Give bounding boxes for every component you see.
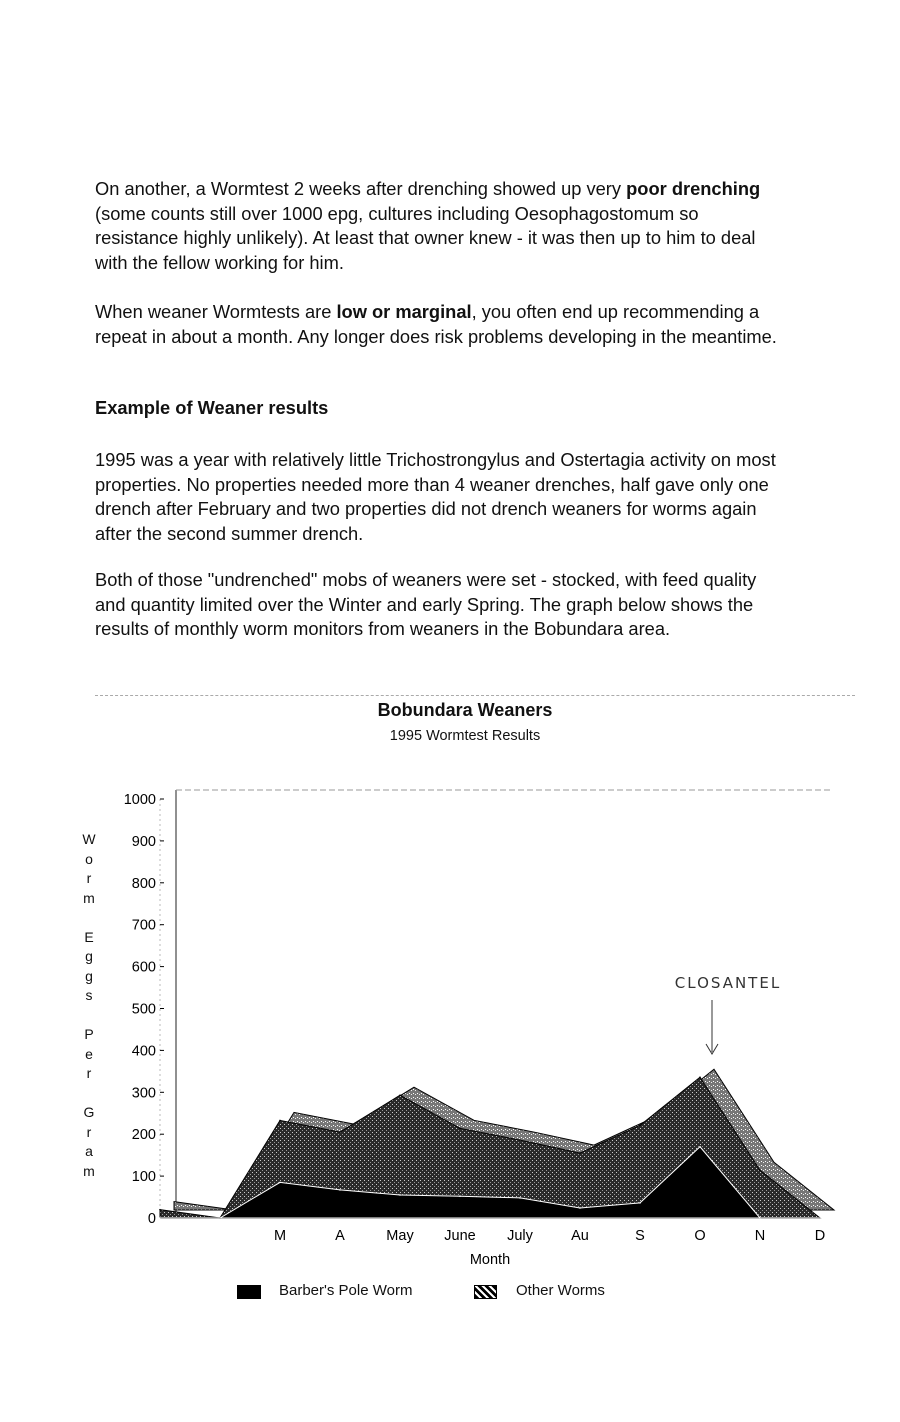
y-tick-label: 100: [132, 1169, 156, 1185]
x-tick-label: July: [507, 1228, 534, 1244]
x-tick-label: O: [694, 1228, 705, 1244]
text-span: , you often end up recommending a repeat…: [95, 301, 777, 347]
x-tick-label: S: [635, 1228, 645, 1244]
annotation-closantel: CLOSANTEL: [675, 974, 781, 992]
bold-text: poor drenching: [626, 178, 761, 199]
legend-swatch-other-worms: [474, 1285, 497, 1299]
y-tick-label: 300: [132, 1085, 156, 1101]
paragraph: Both of those "undrenched" mobs of weane…: [95, 568, 785, 642]
x-tick-label: A: [335, 1228, 345, 1244]
other-worms-point: [459, 1127, 461, 1130]
y-tick-label: 200: [132, 1127, 156, 1143]
chart-frame: [95, 695, 855, 696]
other-worms-area: [159, 1076, 822, 1219]
paragraph: On another, a Wormtest 2 weeks after dre…: [95, 177, 785, 275]
barbers-pole-point: [639, 1202, 641, 1204]
text-span: When weaner Wormtests are: [95, 301, 337, 322]
text-span: On another, a Wormtest 2 weeks after dre…: [95, 178, 627, 199]
other-worms-point: [519, 1139, 521, 1141]
chart-subtitle: 1995 Wormtest Results: [389, 728, 541, 744]
x-tick-label: June: [444, 1228, 475, 1244]
y-tick-label: 900: [132, 834, 156, 850]
text-span: (some counts still over 1000 epg, cultur…: [95, 202, 756, 273]
x-tick-label: M: [274, 1228, 286, 1244]
y-tick-label: 1000: [124, 792, 156, 808]
barbers-pole-point: [279, 1181, 281, 1184]
other-worms-point: [159, 1208, 161, 1211]
y-tick-label: 0: [148, 1211, 156, 1227]
y-tick-label: 600: [132, 960, 156, 976]
paragraph: When weaner Wormtests are low or margina…: [95, 300, 785, 349]
barbers-pole-point: [579, 1207, 581, 1209]
other-worms-point: [699, 1076, 701, 1079]
y-tick-label: 800: [132, 876, 156, 892]
barbers-pole-point: [399, 1194, 401, 1196]
barbers-pole-point: [699, 1145, 701, 1148]
text-span: Both of those "undrenched" mobs of weane…: [95, 569, 757, 639]
text-span: 1995 was a year with relatively little T…: [95, 449, 776, 544]
y-tick-label: 500: [132, 1002, 156, 1018]
other-worms-point: [339, 1131, 341, 1133]
barbers-pole-point: [219, 1217, 221, 1219]
x-tick-label: D: [815, 1228, 825, 1244]
bold-text: low or marginal: [336, 301, 472, 322]
chart-title: Bobundara Weaners: [377, 700, 553, 720]
other-worms-point: [639, 1124, 641, 1127]
other-worms-point: [399, 1094, 401, 1097]
barbers-pole-point: [759, 1217, 761, 1219]
x-tick-label: Au: [571, 1228, 589, 1244]
y-tick-label: 400: [132, 1043, 156, 1059]
x-tick-label: N: [755, 1228, 765, 1244]
legend-label-other-worms: Other Worms: [516, 1282, 605, 1299]
annotation-arrow-icon: [705, 1000, 719, 1055]
legend-swatch-barbers-pole: [237, 1285, 261, 1299]
other-worms-point: [579, 1152, 581, 1154]
other-worms-point: [759, 1169, 761, 1172]
barbers-pole-point: [339, 1189, 341, 1191]
barbers-pole-point: [519, 1197, 521, 1199]
legend-label-barbers-pole: Barber's Pole Worm: [279, 1282, 413, 1299]
x-axis-title: Month: [470, 1252, 510, 1268]
barbers-pole-point: [819, 1217, 821, 1219]
barbers-pole-point: [159, 1217, 161, 1219]
y-tick-label: 700: [132, 918, 156, 934]
section-heading: Example of Weaner results: [95, 397, 329, 418]
other-worms-point: [279, 1119, 281, 1122]
x-tick-label: May: [386, 1228, 414, 1244]
paragraph: 1995 was a year with relatively little T…: [95, 448, 785, 546]
barbers-pole-point: [459, 1195, 461, 1198]
